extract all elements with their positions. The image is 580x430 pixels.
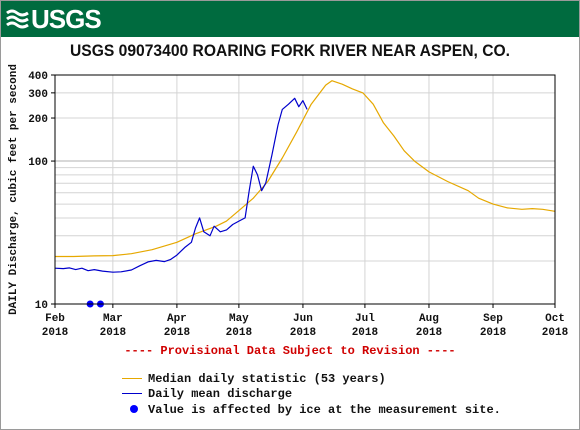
legend-ice-label: Value is affected by ice at the measurem… [148, 403, 501, 417]
x-tick-label-year: 2018 [542, 327, 569, 339]
x-tick-label: Mar [103, 313, 123, 325]
x-tick-label: Jul [355, 313, 375, 325]
daily-mean-line [54, 97, 308, 273]
usgs-logo-text: USGS [31, 4, 102, 34]
usgs-banner: USGS [1, 1, 579, 37]
tick-layer: 10 100 200 300 400 Feb 2018 Mar 2018 Apr 2018 May 20… [28, 71, 568, 339]
x-tick-label-year: 2018 [164, 327, 191, 339]
x-tick-label: Feb [45, 313, 65, 325]
x-tick-label: Apr [167, 313, 187, 325]
x-tick-label: Sep [483, 313, 503, 325]
y-tick-label: 200 [28, 114, 48, 126]
x-tick-label-year: 2018 [480, 327, 507, 339]
y-tick-label: 10 [35, 300, 48, 312]
x-tick-label-year: 2018 [100, 327, 127, 339]
plot-border [54, 74, 556, 305]
legend-daily-label: Daily mean discharge [148, 387, 293, 401]
x-tick-label: May [229, 313, 249, 325]
usgs-wave-icon [6, 9, 29, 29]
legend-ice-dot [130, 405, 138, 413]
x-tick-label: Aug [419, 313, 439, 325]
provisional-note: ---- Provisional Data Subject to Revisio… [124, 344, 456, 358]
y-tick-label: 400 [28, 71, 48, 83]
x-tick-label: Jun [293, 313, 313, 325]
x-tick-label-year: 2018 [42, 327, 69, 339]
legend-median-label: Median daily statistic (53 years) [148, 372, 386, 386]
series-layer [54, 80, 556, 308]
x-tick-label-year: 2018 [226, 327, 253, 339]
grid [54, 75, 556, 304]
y-tick-label: 100 [28, 157, 48, 169]
legend-median-swatch [122, 378, 142, 379]
x-tick-label-year: 2018 [416, 327, 443, 339]
x-tick-label-year: 2018 [290, 327, 317, 339]
x-tick-label-year: 2018 [352, 327, 379, 339]
chart-title: USGS 09073400 ROARING FORK RIVER NEAR AS… [69, 41, 511, 60]
y-axis-label: DAILY Discharge, cubic feet per second [8, 64, 20, 315]
discharge-chart: 10 100 200 300 400 Feb 2018 Mar 2018 Apr 2018 May 20… [8, 64, 569, 339]
y-tick-label: 300 [28, 89, 48, 101]
legend-daily-swatch [122, 393, 142, 394]
median-line [55, 80, 556, 258]
x-tick-label: Oct [545, 313, 565, 325]
